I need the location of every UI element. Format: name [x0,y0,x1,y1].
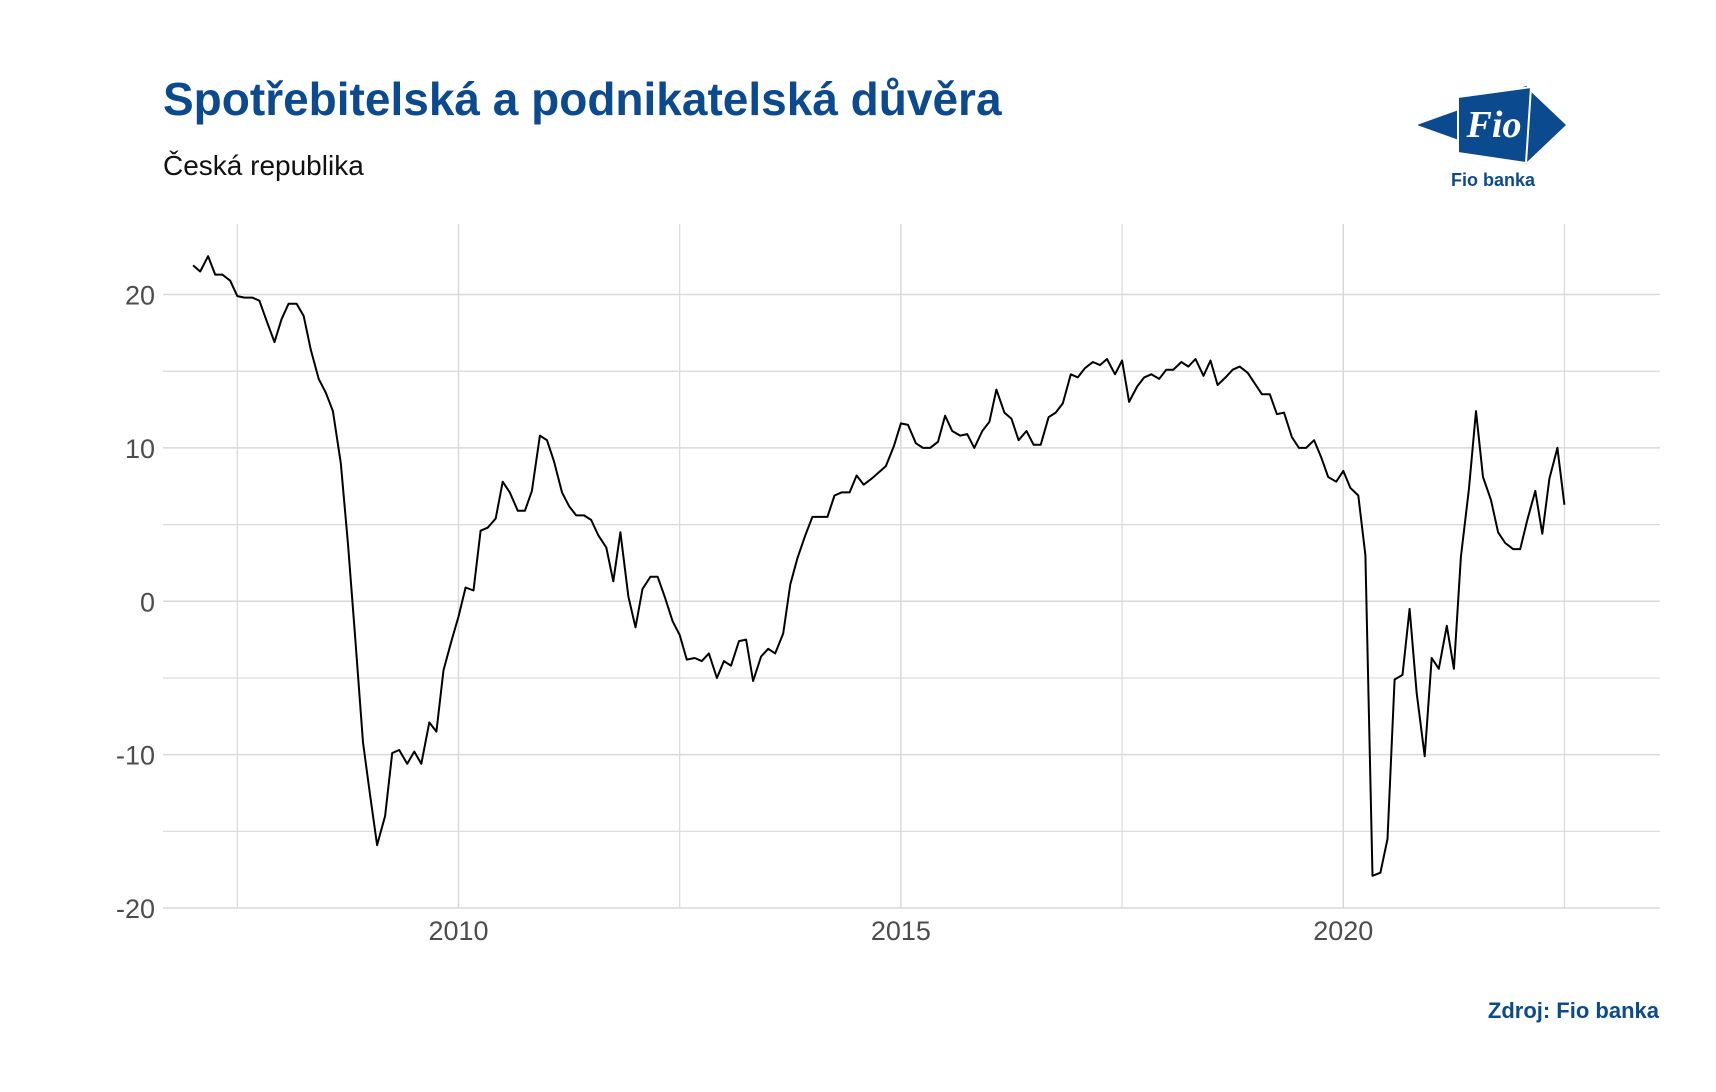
y-tick-label: -20 [116,894,155,924]
logo-mark-text: Fio [1466,104,1522,146]
fio-logo-icon: Fio [1418,85,1566,165]
y-axis-ticks: -20 -10 0 10 20 [116,281,155,924]
grid-minor [163,224,1660,908]
chart-title: Spotřebitelská a podnikatelská důvěra [163,73,1002,125]
logo-caption: Fio banka [1450,170,1535,190]
series-line [192,255,1566,877]
x-tick-label: 2015 [871,916,931,946]
chart-subtitle: Česká republika [163,150,364,181]
y-tick-label: 10 [125,434,155,464]
x-tick-label: 2010 [428,916,488,946]
y-tick-label: 0 [140,587,155,617]
y-tick-label: -10 [116,741,155,771]
x-tick-label: 2020 [1313,916,1373,946]
x-axis-ticks: 2010 2015 2020 [428,916,1373,946]
y-tick-label: 20 [125,281,155,311]
grid-major [163,224,1660,909]
source-note: Zdroj: Fio banka [1487,998,1659,1023]
fio-banka-logo: Fio Fio banka [1418,85,1568,195]
